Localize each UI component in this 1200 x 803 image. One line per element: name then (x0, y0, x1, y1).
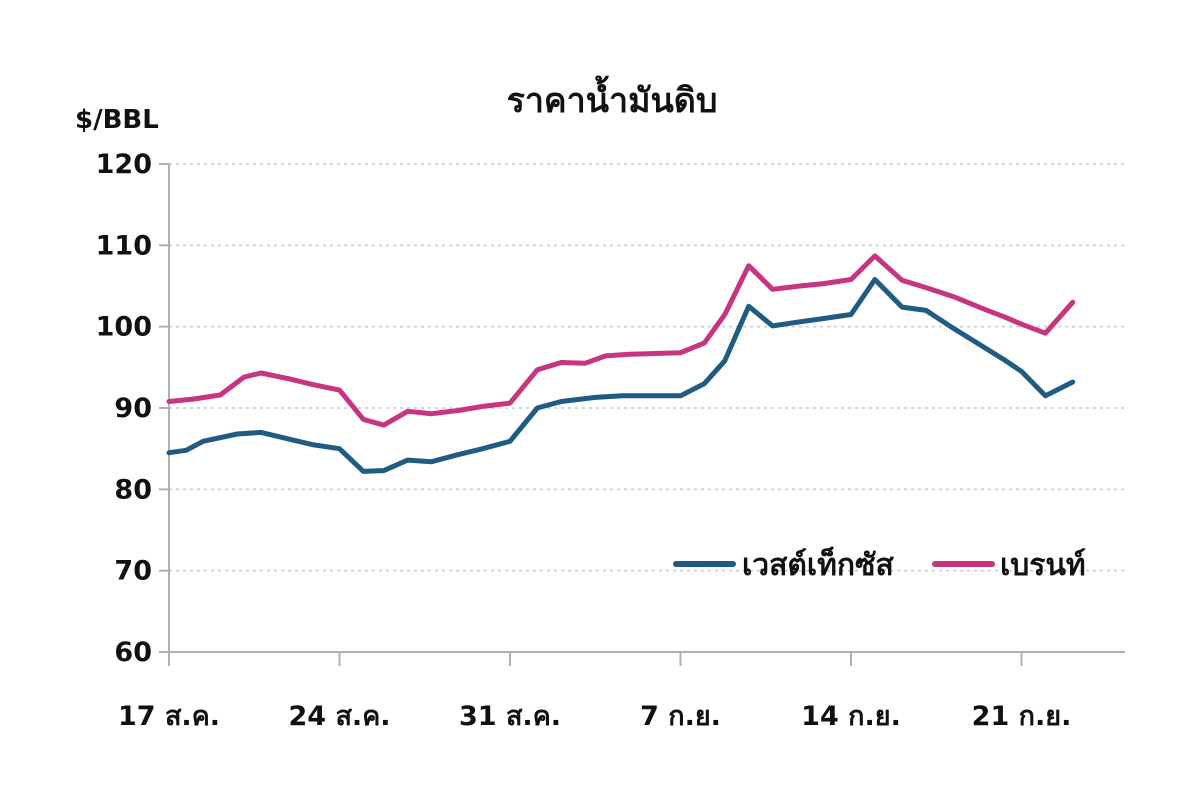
axes (159, 163, 1125, 666)
x-tick-label: 17 ส.ค. (118, 701, 220, 732)
y-tick-label: 70 (114, 556, 152, 587)
x-tick-label: 7 ก.ย. (640, 701, 721, 732)
y-tick-label: 90 (114, 393, 152, 424)
series-line-1 (166, 253, 1076, 428)
x-tick-label: 24 ส.ค. (288, 701, 390, 732)
series-line-0 (166, 277, 1076, 474)
y-axis-unit-label: $/BBL (75, 105, 159, 135)
y-tick-label: 80 (114, 474, 152, 505)
chart-title: ราคาน้ำมันดิบ (507, 75, 718, 121)
x-tick-label: 31 ส.ค. (459, 701, 561, 732)
x-axis-ticks: 17 ส.ค. 24 ส.ค. 31 ส.ค. 7 ก.ย. 14 ก.ย. 21 ก.ย… (118, 701, 1071, 732)
y-tick-label: 120 (96, 149, 152, 180)
x-tick-label: 21 ก.ย. (972, 701, 1072, 732)
x-tick-label: 14 ก.ย. (801, 701, 901, 732)
series-lines (166, 253, 1076, 474)
y-tick-label: 110 (96, 230, 152, 261)
gridlines (169, 163, 1125, 572)
legend-label-1: เบรนท์ (1000, 548, 1086, 583)
y-tick-label: 60 (114, 637, 152, 668)
legend: เวสต์เท็กซัส เบรนท์ (673, 546, 1086, 583)
legend-label-0: เวสต์เท็กซัส (742, 546, 894, 583)
y-tick-label: 100 (96, 312, 152, 343)
y-axis-ticks: 60 70 80 90 100 110 120 (96, 149, 152, 668)
